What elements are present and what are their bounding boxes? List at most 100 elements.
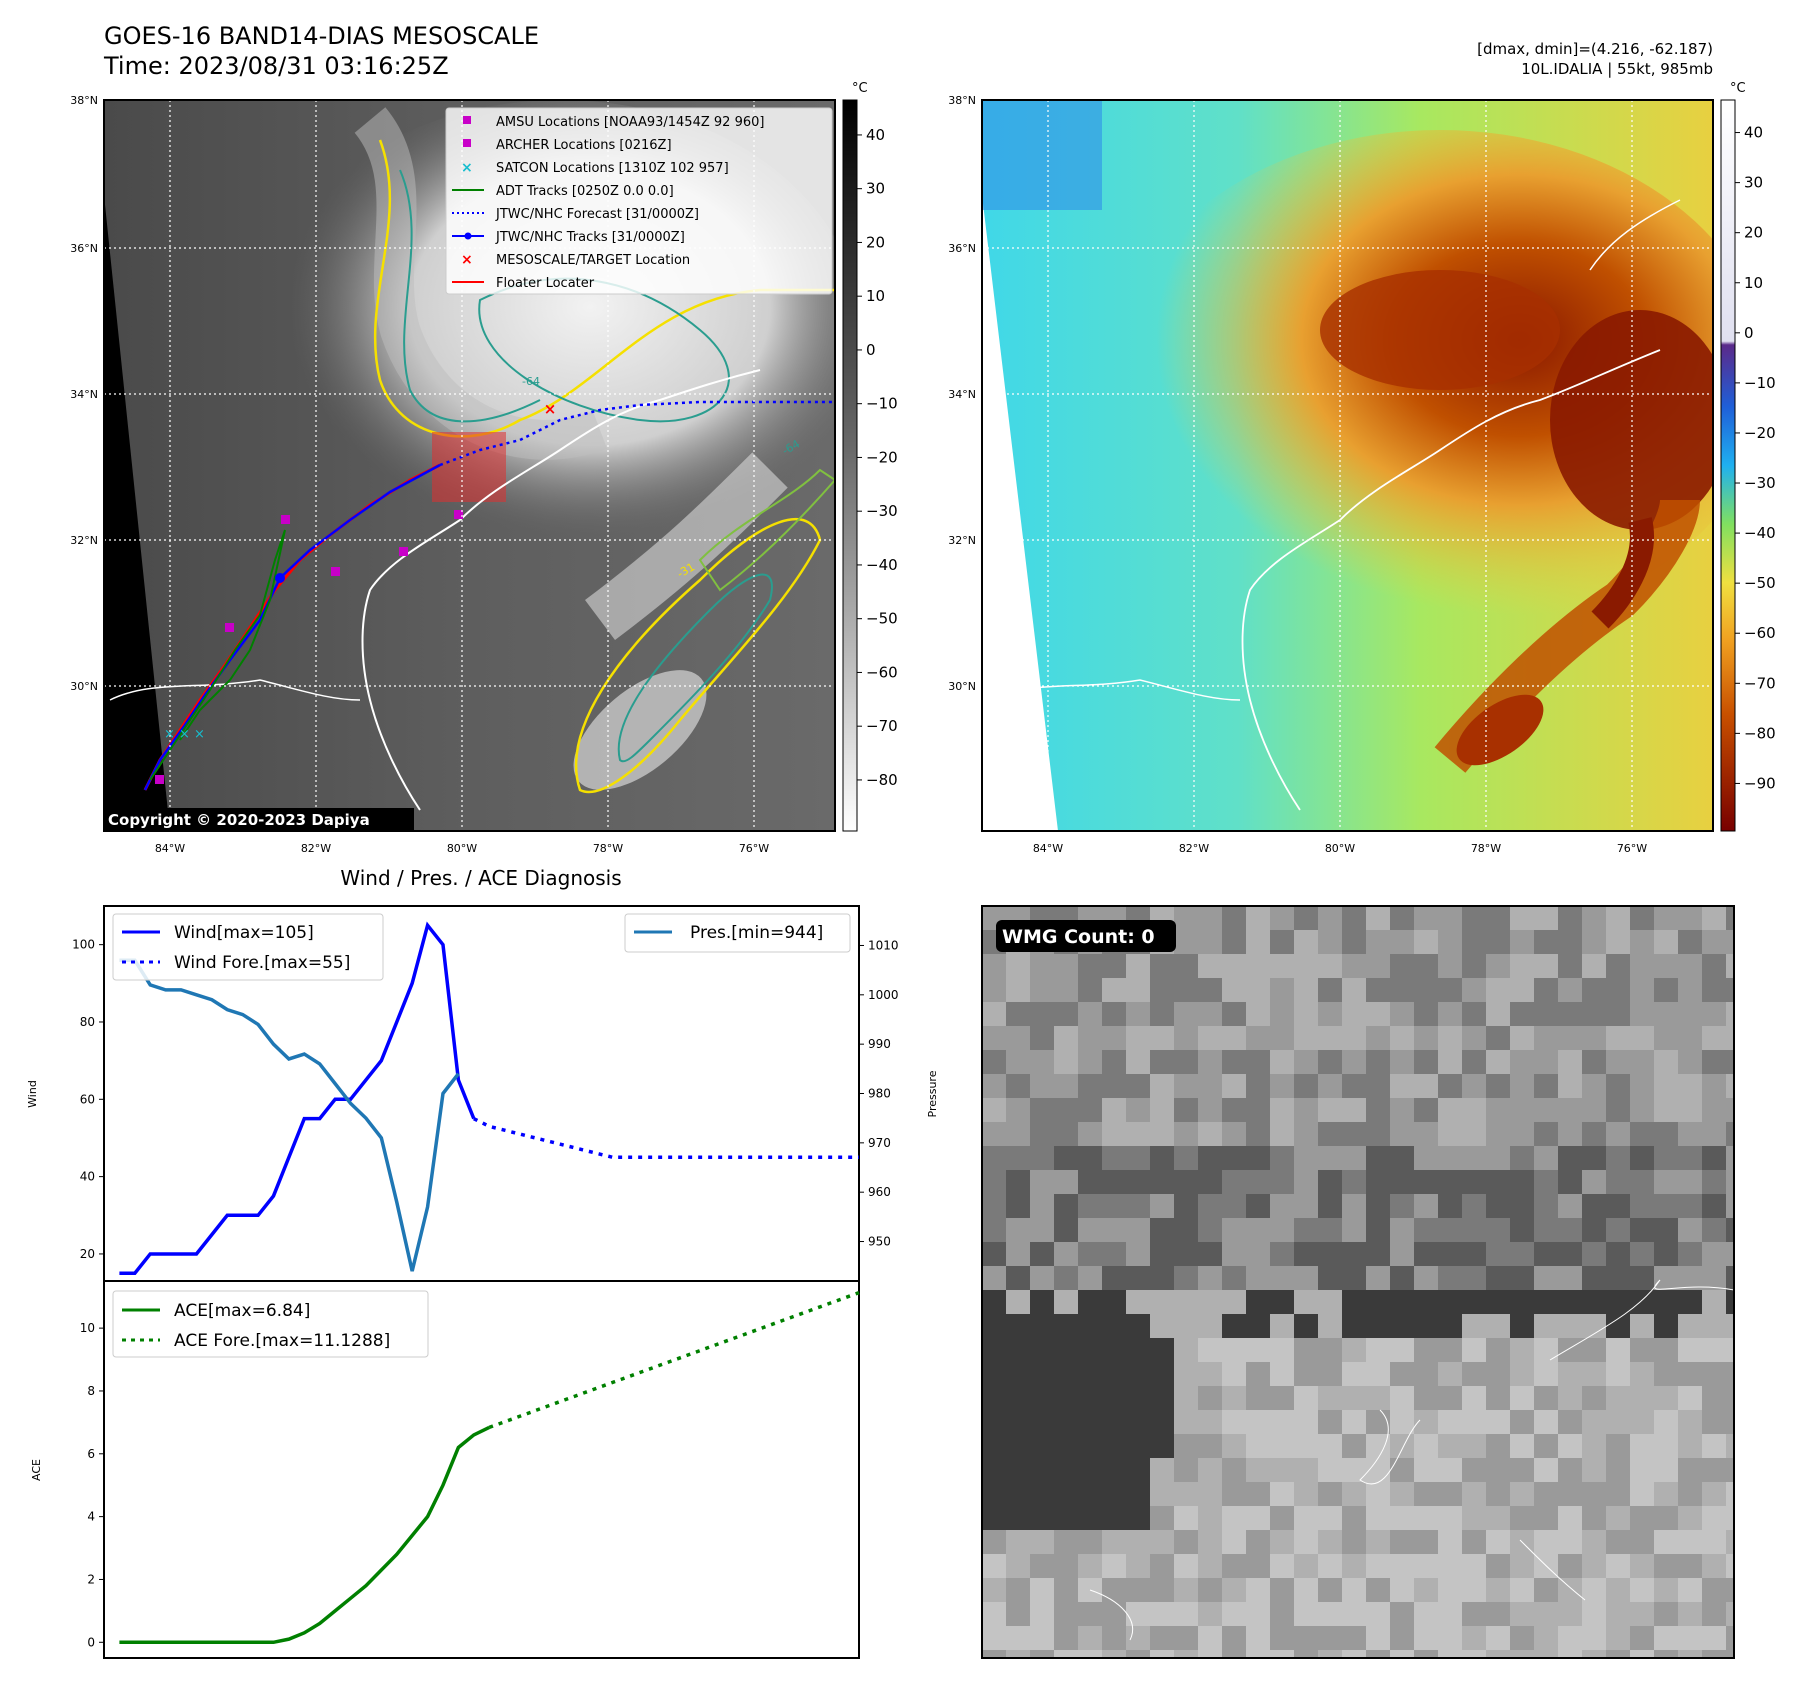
wmg-pixel: [1246, 1146, 1270, 1170]
wmg-pixel: [1366, 1314, 1390, 1338]
wmg-pixel: [1150, 1650, 1174, 1658]
wmg-pixel: [1414, 1314, 1438, 1338]
legend-label-amsu: AMSU Locations [NOAA93/1454Z 92 960]: [496, 115, 764, 130]
wmg-pixel: [1558, 1626, 1582, 1650]
wmg-pixel: [1222, 1458, 1246, 1482]
wmg-pixel: [1486, 1434, 1510, 1458]
wmg-pixel: [1486, 1194, 1510, 1218]
wmg-pixel: [1246, 906, 1270, 930]
wmg-pixel: [1342, 1386, 1366, 1410]
wmg-pixel: [1414, 1386, 1438, 1410]
wmg-pixel: [1702, 1338, 1726, 1362]
wmg-pixel: [1198, 1266, 1222, 1290]
wmg-pixel: [1174, 1194, 1198, 1218]
colorbar-tick-label: 0: [1744, 324, 1754, 342]
wmg-pixel: [1246, 1386, 1270, 1410]
ace-series-line: [119, 1425, 490, 1645]
wmg-pixel: [1294, 1362, 1318, 1386]
wmg-pixel: [1294, 1386, 1318, 1410]
wmg-pixel: [1006, 954, 1030, 978]
wmg-pixel: [1438, 1218, 1462, 1242]
wmg-pixel: [1246, 1194, 1270, 1218]
wmg-pixel: [1534, 1530, 1558, 1554]
wmg-pixel: [1246, 1242, 1270, 1266]
wmg-pixel: [1150, 1242, 1174, 1266]
wmg-pixel: [982, 1650, 1006, 1658]
wmg-pixel: [1726, 1650, 1734, 1658]
wmg-pixel: [1342, 1482, 1366, 1506]
wmg-pixel: [1654, 1170, 1678, 1194]
wmg-pixel: [1198, 1506, 1222, 1530]
wmg-pixel: [1174, 1530, 1198, 1554]
lat-tick: 34°N: [948, 388, 976, 401]
wmg-pixel: [1558, 1458, 1582, 1482]
wmg-pixel: [1150, 1002, 1174, 1026]
wmg-pixel: [982, 1170, 1006, 1194]
wmg-pixel: [1510, 1026, 1534, 1050]
wmg-pixel: [1102, 954, 1126, 978]
wmg-pixel: [1438, 1026, 1462, 1050]
wmg-pixel: [1702, 1194, 1726, 1218]
wmg-pixel: [1342, 1026, 1366, 1050]
wmg-pixel: [1126, 1266, 1150, 1290]
wmg-pixel: [1390, 1626, 1414, 1650]
wmg-pixel: [1102, 1026, 1126, 1050]
wmg-pixel: [982, 1002, 1006, 1026]
wmg-pixel: [1150, 1458, 1174, 1482]
wmg-pixel: [1342, 1266, 1366, 1290]
wmg-pixel: [1342, 1626, 1366, 1650]
wmg-pixel: [1582, 1050, 1606, 1074]
wmg-pixel: [982, 1338, 1006, 1362]
wmg-pixel: [1294, 1074, 1318, 1098]
wmg-pixel: [1222, 1146, 1246, 1170]
wmg-pixel: [1198, 1650, 1222, 1658]
wmg-pixel: [1654, 1458, 1678, 1482]
wmg-pixel: [1342, 1554, 1366, 1578]
wmg-pixel: [1582, 1434, 1606, 1458]
wmg-pixel: [1630, 978, 1654, 1002]
wmg-pixel: [1726, 1578, 1734, 1602]
wmg-pixel: [1606, 1362, 1630, 1386]
wmg-pixel: [1558, 906, 1582, 930]
wmg-pixel: [1222, 1026, 1246, 1050]
wmg-pixel: [1414, 1578, 1438, 1602]
wmg-pixel: [1270, 1650, 1294, 1658]
wmg-pixel: [1030, 1530, 1054, 1554]
wmg-pixel: [1486, 930, 1510, 954]
wmg-pixel: [1006, 978, 1030, 1002]
wmg-pixel: [1366, 1122, 1390, 1146]
wmg-pixel: [1726, 1170, 1734, 1194]
wmg-pixel: [1606, 1170, 1630, 1194]
wmg-pixel: [1366, 1266, 1390, 1290]
colorbar-tick-label: −60: [1744, 624, 1776, 642]
wmg-pixel: [1702, 1290, 1726, 1314]
wmg-pixel: [1150, 1314, 1174, 1338]
lon-tick: 76°W: [739, 842, 769, 855]
wmg-pixel: [1462, 1506, 1486, 1530]
wmg-pixel: [1558, 1506, 1582, 1530]
wmg-pixel: [1006, 1242, 1030, 1266]
wmg-pixel: [1078, 1266, 1102, 1290]
wmg-pixel: [1678, 1434, 1702, 1458]
wmg-pixel: [1654, 1314, 1678, 1338]
wmg-pixel: [1390, 1338, 1414, 1362]
wmg-pixel: [1270, 1194, 1294, 1218]
wmg-pixel: [1486, 1002, 1510, 1026]
wmg-pixel: [1342, 930, 1366, 954]
lon-tick: 78°W: [1471, 842, 1501, 855]
wmg-pixel: [1198, 906, 1222, 930]
wmg-pixel: [1702, 1074, 1726, 1098]
wmg-pixel: [1606, 1122, 1630, 1146]
wmg-pixel: [1534, 1098, 1558, 1122]
wmg-pixel: [1294, 1338, 1318, 1362]
wmg-pixel: [1486, 1602, 1510, 1626]
lat-tick: 38°N: [70, 94, 98, 107]
wmg-pixel: [1702, 1458, 1726, 1482]
wmg-pixel: [1198, 1530, 1222, 1554]
wmg-pixel: [1582, 1602, 1606, 1626]
wmg-pixel: [1390, 1506, 1414, 1530]
wmg-pixel: [1462, 1338, 1486, 1362]
wmg-pixel: [1342, 978, 1366, 1002]
lon-tick: 84°W: [155, 842, 185, 855]
wmg-pixel: [1390, 1266, 1414, 1290]
